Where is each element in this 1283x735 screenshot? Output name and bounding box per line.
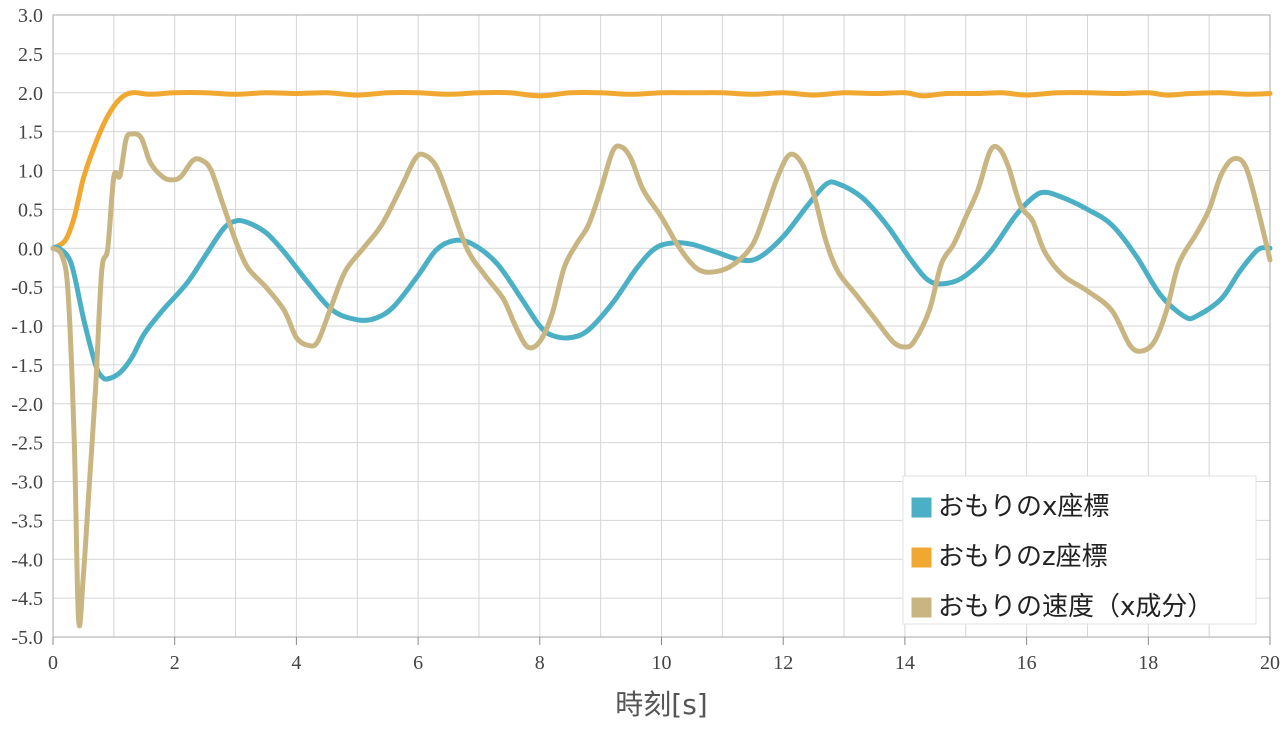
series-line-0 [50,179,1273,382]
y-tick-label: 2.0 [18,83,43,105]
x-tick-label: 10 [652,652,672,674]
x-tick-label: 18 [1138,652,1158,674]
x-axis-ticks: 0 2 4 6 8 10 12 14 16 18 20 [48,637,1280,674]
y-tick-label: 1.5 [18,122,43,144]
y-tick-label: 0.0 [18,238,43,260]
legend-label: おもりのx座標 [938,492,1109,522]
x-tick-label: 0 [48,652,58,674]
series-line-2 [50,131,1273,629]
x-axis-title: 時刻[s] [615,688,707,721]
y-tick-label: 3.0 [18,5,43,27]
x-tick-label: 12 [773,652,793,674]
y-tick-label: -0.5 [11,277,43,299]
y-tick-label: -2.5 [11,433,43,455]
series-line-1 [50,89,1273,251]
y-axis-ticks: 3.0 2.5 2.0 1.5 1.0 0.5 0.0 -0.5 -1.0 -1.5 -2.0 -2.… [11,5,43,649]
y-tick-label: 1.0 [18,161,43,183]
series-lines [50,89,1273,629]
legend-swatch [910,496,933,519]
y-tick-label: -1.5 [11,355,43,377]
y-tick-label: -3.0 [11,472,43,494]
legend-label: おもりの速度（x成分） [938,592,1213,622]
y-tick-label: -2.0 [11,394,43,416]
y-tick-label: -5.0 [11,627,43,649]
y-tick-label: 2.5 [18,44,43,66]
legend-swatch [910,546,933,569]
legend-label: おもりのz座標 [938,542,1108,572]
x-tick-label: 2 [170,652,180,674]
y-tick-label: 0.5 [18,199,43,221]
x-tick-label: 6 [413,652,423,674]
legend-box [902,475,1257,625]
x-tick-label: 14 [895,652,915,674]
y-tick-label: -4.0 [11,549,43,571]
y-tick-label: -4.5 [11,588,43,610]
x-tick-label: 16 [1017,652,1037,674]
x-tick-label: 20 [1260,652,1280,674]
x-tick-label: 8 [535,652,545,674]
x-tick-label: 4 [291,652,301,674]
y-tick-label: -1.0 [11,316,43,338]
y-tick-label: -3.5 [11,510,43,532]
legend-swatch [910,596,933,619]
